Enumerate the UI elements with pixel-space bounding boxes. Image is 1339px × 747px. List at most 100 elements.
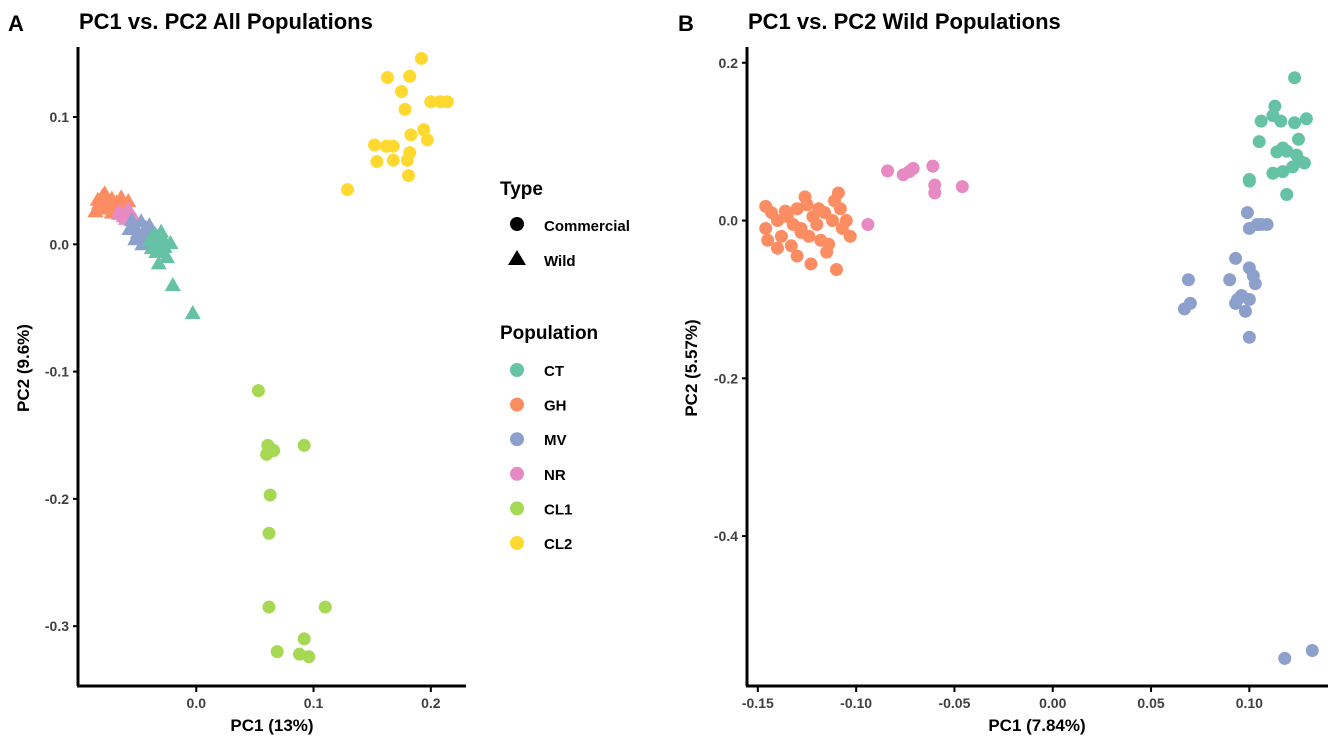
panel-b-x-tick-label: 0.05 bbox=[1137, 695, 1164, 711]
panel-a-point-cl2 bbox=[424, 95, 438, 109]
panel-b-point-gh bbox=[784, 239, 798, 253]
panel-a-point-cl2 bbox=[370, 155, 384, 169]
panel-a-point-cl2 bbox=[386, 139, 400, 153]
panel-a-point-ct bbox=[150, 255, 167, 270]
panel-b-point-gh bbox=[759, 221, 773, 235]
panel-b-point-gh bbox=[833, 202, 847, 216]
panel-b-point-gh bbox=[790, 202, 804, 216]
panel-a-y-tick-label: -0.2 bbox=[45, 491, 69, 507]
panel-a-point-gh bbox=[120, 193, 137, 208]
panel-b-point-mv bbox=[1260, 218, 1274, 231]
panel-b-point-ct bbox=[1288, 116, 1302, 130]
panel-a-point-cl1 bbox=[251, 384, 265, 398]
legend-mv-circle-icon bbox=[510, 432, 524, 447]
panel-b-point-mv bbox=[1240, 206, 1254, 220]
panel-b-y-tick-label: -0.2 bbox=[714, 370, 738, 386]
panel-a-point-gh bbox=[89, 191, 106, 206]
panel-b-point-nr bbox=[928, 186, 942, 200]
panel-a-point-nr bbox=[113, 205, 130, 220]
panel-a-point-ct bbox=[158, 249, 175, 264]
panel-a-point-cl2 bbox=[403, 69, 417, 83]
panel-b-point-ct bbox=[1252, 135, 1266, 149]
panel-a-y-tick-label: -0.3 bbox=[45, 618, 69, 634]
panel-a-x-ticks: 0.0 0.1 0.2 bbox=[187, 687, 441, 711]
panel-a-y-tick-label: 0.1 bbox=[50, 109, 70, 125]
panel-b-point-nr bbox=[881, 164, 895, 178]
panel-b-point-ct bbox=[1299, 112, 1313, 126]
panel-b-point-gh bbox=[843, 229, 857, 243]
panel-a-title: PC1 vs. PC2 All Populations bbox=[79, 9, 373, 34]
panel-b-point-gh bbox=[778, 204, 792, 218]
panel-b-x-tick-label: 0.10 bbox=[1236, 695, 1263, 711]
panel-b-x-ticks: -0.15 -0.10 -0.05 0.00 0.05 0.10 bbox=[742, 687, 1263, 711]
panel-b-point-gh bbox=[786, 218, 800, 231]
panel-b-x-tick-label: -0.15 bbox=[742, 695, 774, 711]
panel-b-point-gh bbox=[761, 233, 775, 247]
legend-mv-label: MV bbox=[544, 432, 567, 449]
panel-b-point-ct bbox=[1292, 132, 1306, 146]
panel-b-y-ticks: 0.2 0.0 -0.2 -0.4 bbox=[714, 55, 747, 544]
panel-b-letter: B bbox=[678, 11, 694, 36]
panel-a-point-cl1 bbox=[262, 526, 276, 540]
legend-gh-label: GH bbox=[544, 398, 567, 415]
panel-b-point-nr bbox=[861, 218, 875, 231]
panel-b-title: PC1 vs. PC2 Wild Populations bbox=[748, 9, 1061, 34]
panel-a-point-ct bbox=[148, 243, 165, 258]
panel-b-point-gh bbox=[770, 214, 784, 228]
legend-nr-label: NR bbox=[544, 467, 566, 484]
panel-a-x-tick-label: 0.2 bbox=[421, 695, 441, 711]
panel-b-point-mv bbox=[1278, 651, 1292, 665]
panel-b-point-mv bbox=[1305, 644, 1319, 657]
panel-b-x-tick-label: 0.00 bbox=[1039, 695, 1066, 711]
panel-a-point-cl1 bbox=[302, 650, 316, 664]
panel-a-point-gh bbox=[96, 185, 113, 200]
panel-a-point-cl2 bbox=[380, 71, 394, 85]
panel-b-point-mv bbox=[1229, 251, 1243, 265]
panel-a-point-ct bbox=[184, 305, 201, 320]
legend-gh-circle-icon bbox=[510, 397, 524, 412]
panel-a-point-cl2 bbox=[414, 51, 428, 65]
panel-a-y-ticks: 0.1 0.0 -0.1 -0.2 -0.3 bbox=[45, 109, 78, 634]
panel-b-point-mv bbox=[1223, 273, 1237, 287]
panel-a-point-cl1 bbox=[262, 600, 276, 614]
panel-b-point-gh bbox=[812, 202, 826, 216]
panel-a-point-cl2 bbox=[404, 128, 418, 142]
panel-b-y-tick-label: -0.4 bbox=[714, 528, 738, 544]
panel-b-point-gh bbox=[831, 186, 845, 200]
panel-b-point-gh bbox=[804, 257, 818, 271]
legend-population-title: Population bbox=[500, 323, 598, 344]
legend-nr-circle-icon bbox=[510, 466, 524, 481]
panel-b-point-mv bbox=[1248, 277, 1262, 291]
legend-commercial-label: Commercial bbox=[544, 218, 630, 235]
panel-b-point-ct bbox=[1266, 166, 1280, 180]
legend-population-items: CT GH MV NR CL1 CL2 bbox=[510, 363, 572, 553]
panel-a-x-axis-title: PC1 (13%) bbox=[230, 716, 313, 735]
panel-b-point-gh bbox=[810, 218, 824, 231]
panel-b-point-ct bbox=[1276, 165, 1290, 179]
panel-b-point-mv bbox=[1238, 304, 1252, 318]
panel-a-points bbox=[87, 51, 454, 664]
panel-a-point-cl2 bbox=[341, 183, 355, 197]
panel-b: B PC1 vs. PC2 Wild Populations 0.2 0.0 -0.… bbox=[678, 9, 1328, 735]
panel-a-y-tick-label: 0.0 bbox=[50, 236, 70, 252]
panel-b-x-axis-title: PC1 (7.84%) bbox=[988, 716, 1085, 735]
panel-a-point-mv bbox=[123, 212, 140, 227]
panel-a-point-cl2 bbox=[398, 102, 412, 116]
panel-a-point-cl1 bbox=[318, 600, 332, 614]
panel-a-point-cl2 bbox=[400, 153, 414, 167]
panel-a: A PC1 vs. PC2 All Populations 0.1 0.0 -0.1… bbox=[8, 9, 466, 735]
panel-b-point-ct bbox=[1254, 114, 1268, 128]
panel-b-point-mv bbox=[1242, 330, 1256, 344]
panel-a-point-cl2 bbox=[386, 153, 400, 167]
legend-wild-label: Wild bbox=[544, 253, 576, 270]
panel-b-point-mv bbox=[1229, 296, 1243, 310]
panel-b-points bbox=[759, 71, 1319, 665]
panel-b-y-axis-title: PC2 (5.57%) bbox=[682, 319, 701, 416]
panel-a-point-cl2 bbox=[440, 95, 454, 109]
legend-cl2-label: CL2 bbox=[544, 536, 572, 553]
legend-type-title: Type bbox=[500, 179, 543, 200]
panel-a-y-axis-title: PC2 (9.6%) bbox=[14, 324, 33, 412]
panel-a-point-cl1 bbox=[267, 444, 281, 458]
panel-b-point-gh bbox=[790, 249, 804, 263]
